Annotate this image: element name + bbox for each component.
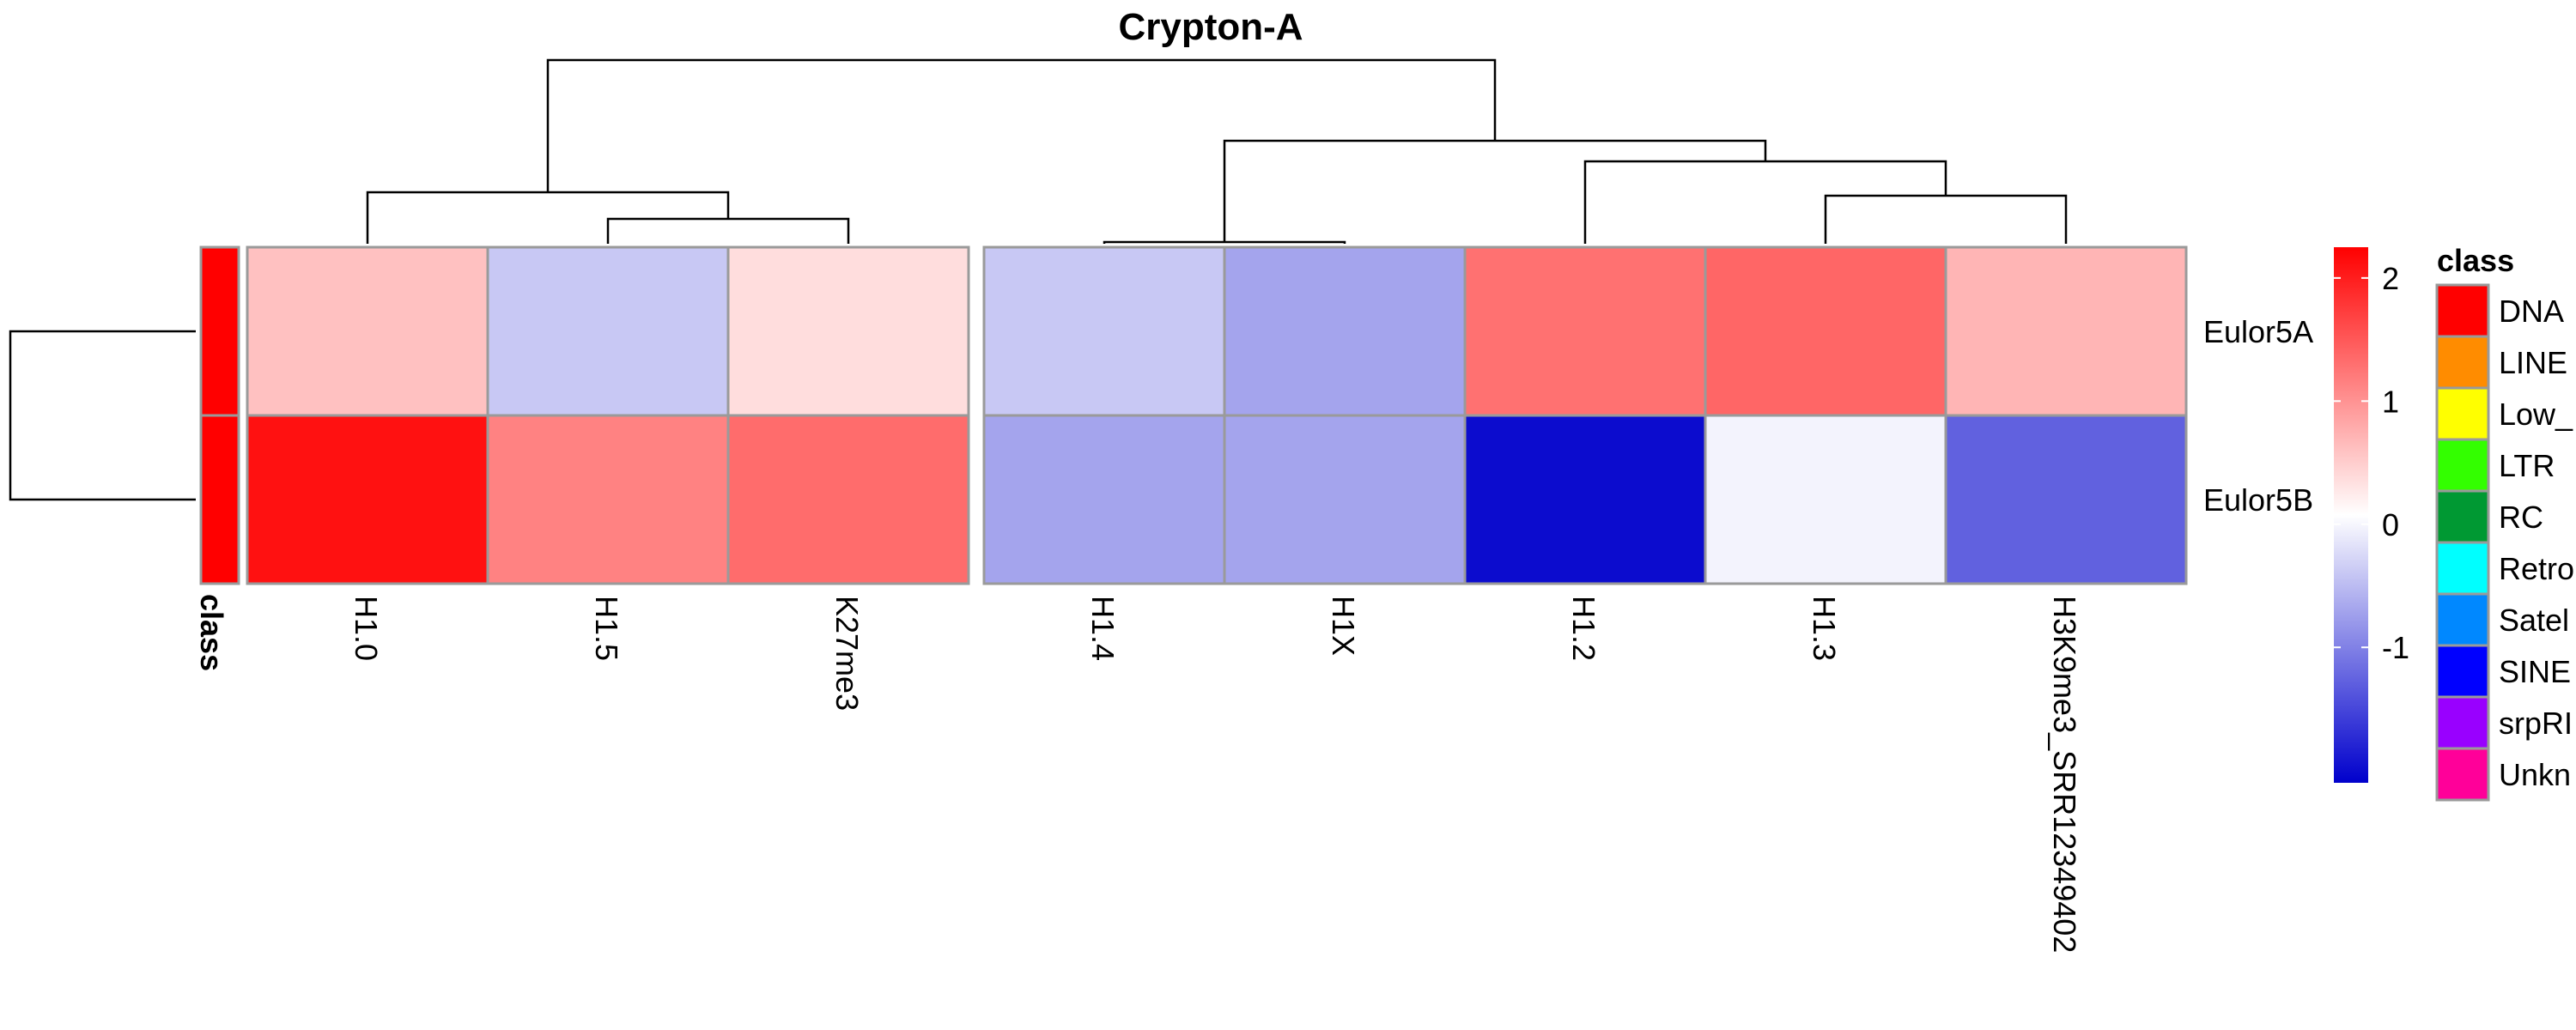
heatmap-cell-Eulor5A-H1.5: [486, 245, 730, 417]
legend-label-srpRI: srpRI: [2499, 706, 2573, 741]
legend-swatch-Unkn: [2435, 747, 2490, 802]
column-dendrogram-link: [1223, 139, 1767, 242]
column-label-H1X: H1X: [1326, 596, 1361, 656]
legend-swatch-SINE: [2435, 644, 2490, 699]
heatmap-cell-Eulor5A-H1.4: [982, 245, 1226, 417]
heatmap-cell-Eulor5B-K27me3: [726, 414, 970, 585]
column-label-H1.2: H1.2: [1566, 596, 1601, 661]
heatmap-cell-Eulor5A-H1.0: [246, 245, 489, 417]
column-label-H3K9me3_SRR12349402: H3K9me3_SRR12349402: [2047, 596, 2082, 953]
column-dendrogram-link: [546, 58, 1497, 192]
color-scale-tick-label: 0: [2382, 507, 2399, 542]
legend-label-Low_: Low_: [2499, 397, 2573, 432]
color-scale-tick-label: 2: [2382, 261, 2399, 296]
chart-title: Crypton-A: [1118, 6, 1303, 48]
annotation-cell-Eulor5B: [199, 414, 240, 585]
row-label-Eulor5A: Eulor5A: [2203, 314, 2313, 349]
row-dendrogram-link: [9, 330, 196, 501]
column-dendrogram: [366, 58, 2068, 244]
column-label-K27me3: K27me3: [829, 596, 865, 711]
heatmap-cell-Eulor5A-H1.2: [1463, 245, 1707, 417]
legend-swatch-Low_: [2435, 386, 2490, 441]
legend-swatch-DNA: [2435, 283, 2490, 338]
column-label-H1.0: H1.0: [349, 596, 384, 661]
heatmap-cell-Eulor5B-H1.5: [486, 414, 730, 585]
legend-label-DNA: DNA: [2499, 294, 2564, 329]
column-label-H1.3: H1.3: [1807, 596, 1842, 661]
heatmap-cell-Eulor5B-H1.3: [1704, 414, 1947, 585]
column-dendrogram-link: [1824, 194, 2068, 244]
class-legend: class DNA LINE Low_ LTR RC Retro Satel SINE srpR…: [2435, 243, 2574, 802]
legend-swatch-LINE: [2435, 335, 2490, 390]
row-label-Eulor5B: Eulor5B: [2203, 482, 2313, 518]
color-scale-tick-label: -1: [2382, 630, 2409, 665]
legend-swatch-Retro: [2435, 541, 2490, 596]
heatmap-cells: [246, 245, 2188, 585]
heatmap-cell-Eulor5B-H1.2: [1463, 414, 1707, 585]
legend-label-SINE: SINE: [2499, 654, 2571, 689]
row-dendrogram: [9, 330, 196, 501]
column-label-H1.5: H1.5: [589, 596, 624, 661]
color-scale-tick-label: 1: [2382, 384, 2399, 419]
legend-swatch-RC: [2435, 489, 2490, 544]
class-legend-title: class: [2437, 243, 2514, 278]
heatmap-cell-Eulor5A-H1.3: [1704, 245, 1947, 417]
heatmap-cell-Eulor5A-H3K9me3_SRR12349402: [1944, 245, 2188, 417]
legend-label-Unkn: Unkn: [2499, 757, 2571, 792]
legend-label-RC: RC: [2499, 500, 2543, 535]
heatmap-cell-Eulor5A-H1X: [1223, 245, 1467, 417]
column-labels: H1.0 H1.5 K27me3 H1.4 H1X H1.2 H1.3 H3K9me3_SRR…: [349, 596, 2082, 953]
legend-swatch-LTR: [2435, 438, 2490, 493]
row-labels: Eulor5A Eulor5B: [2203, 314, 2313, 518]
legend-label-Satel: Satel: [2499, 603, 2569, 638]
legend-label-LTR: LTR: [2499, 448, 2555, 483]
heatmap-cell-Eulor5A-K27me3: [726, 245, 970, 417]
annotation-cell-Eulor5A: [199, 245, 240, 417]
row-annotation-bar: [199, 245, 240, 585]
legend-swatch-Satel: [2435, 592, 2490, 647]
heatmap-cell-Eulor5B-H3K9me3_SRR12349402: [1944, 414, 2188, 585]
column-dendrogram-link: [1583, 160, 1947, 244]
legend-label-LINE: LINE: [2499, 345, 2567, 380]
column-dendrogram-link: [1103, 240, 1346, 244]
color-scale-bar: [2334, 247, 2368, 783]
column-dendrogram-link: [606, 217, 850, 244]
color-scale-legend: 2 1 0 -1: [2334, 247, 2409, 783]
heatmap-cell-Eulor5B-H1X: [1223, 414, 1467, 585]
heatmap-cell-Eulor5B-H1.0: [246, 414, 489, 585]
heatmap-cell-Eulor5B-H1.4: [982, 414, 1226, 585]
row-annotation-label: class: [194, 594, 229, 671]
legend-swatch-srpRI: [2435, 695, 2490, 750]
column-label-H1.4: H1.4: [1085, 596, 1121, 661]
legend-label-Retro: Retro: [2499, 551, 2574, 586]
